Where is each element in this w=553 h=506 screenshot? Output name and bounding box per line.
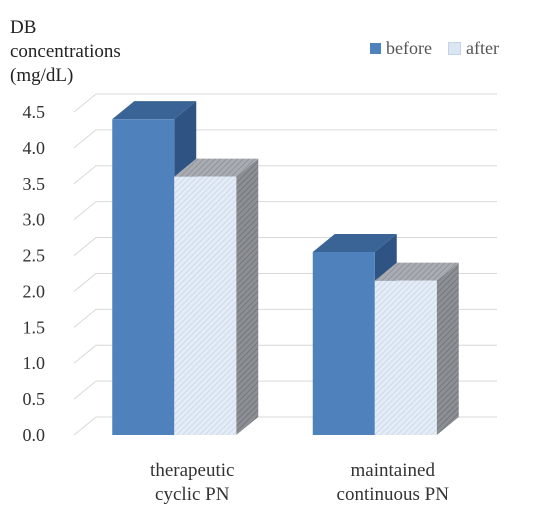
legend-item-after: after xyxy=(447,38,499,59)
y-tick-label: 3.0 xyxy=(23,210,46,230)
legend-swatch-after xyxy=(447,42,461,55)
x-category-label: cyclic PN xyxy=(155,484,230,505)
y-axis-title: DB concentrations (mg/dL) xyxy=(10,17,121,86)
bar-top-after xyxy=(374,262,459,281)
legend-label-before: before xyxy=(386,38,432,58)
x-category-label: continuous PN xyxy=(337,484,450,505)
legend-item-before: before xyxy=(370,38,432,59)
y-tick-label: 2.5 xyxy=(23,246,46,266)
bar-top-before xyxy=(112,101,197,120)
legend-label-after: after xyxy=(465,38,499,58)
bar-top-before xyxy=(312,233,397,252)
legend-swatch-before xyxy=(370,43,381,54)
bar-after xyxy=(374,280,437,435)
y-tick-label: 1.5 xyxy=(23,317,46,337)
x-category-label: maintained xyxy=(351,460,436,481)
y-tick-label: 4.5 xyxy=(23,102,46,122)
y-tick-label: 0.0 xyxy=(23,425,46,445)
bar-before xyxy=(112,119,175,435)
bar-side-after xyxy=(236,158,259,435)
legend: before after xyxy=(370,38,509,59)
y-tick-label: 1.0 xyxy=(23,353,46,373)
gridline xyxy=(73,201,497,221)
gridline xyxy=(73,165,497,185)
bar-after xyxy=(174,176,237,435)
gridline xyxy=(73,93,497,113)
y-tick-label: 2.0 xyxy=(23,281,46,301)
bar-side-after xyxy=(436,262,459,435)
y-tick-label: 0.5 xyxy=(23,389,46,409)
y-tick-label: 4.0 xyxy=(23,138,46,158)
bar-top-after xyxy=(174,158,259,177)
bar-before xyxy=(312,251,375,435)
x-category-label: therapeutic xyxy=(150,460,234,481)
y-tick-label: 3.5 xyxy=(23,174,46,194)
gridline xyxy=(73,129,497,149)
